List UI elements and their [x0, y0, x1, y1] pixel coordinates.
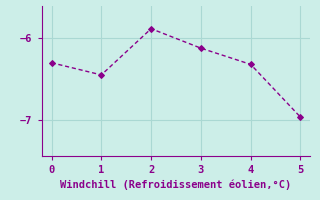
X-axis label: Windchill (Refroidissement éolien,°C): Windchill (Refroidissement éolien,°C): [60, 179, 292, 190]
